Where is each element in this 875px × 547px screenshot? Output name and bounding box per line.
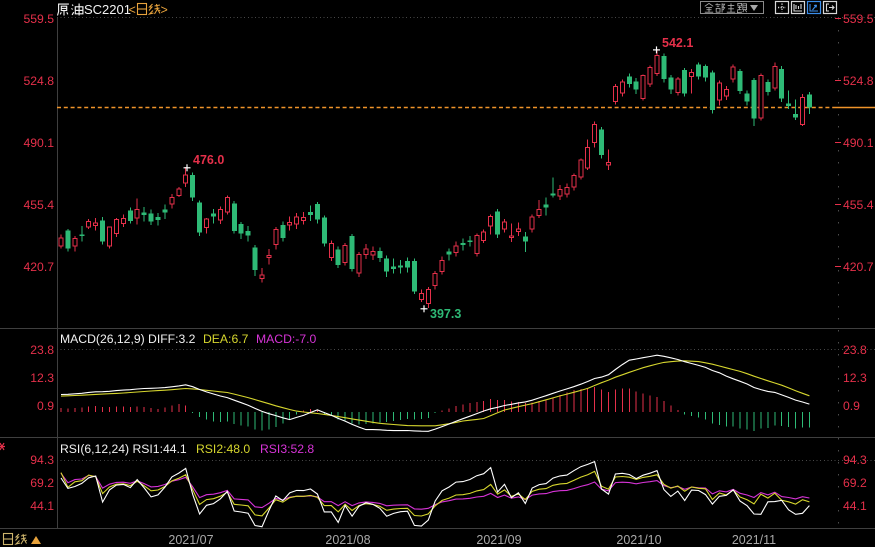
svg-text:94.3: 94.3	[30, 453, 54, 467]
svg-text:94.3: 94.3	[843, 453, 867, 467]
svg-text:524.8: 524.8	[843, 74, 874, 88]
svg-text:2021/09: 2021/09	[476, 533, 521, 547]
svg-text:397.3: 397.3	[430, 307, 461, 321]
svg-text:455.4: 455.4	[843, 198, 874, 212]
svg-text:MACD:-7.0: MACD:-7.0	[256, 332, 316, 346]
svg-text:RSI2:48.0: RSI2:48.0	[196, 442, 250, 456]
svg-text:420.7: 420.7	[843, 260, 874, 274]
svg-text:44.1: 44.1	[843, 499, 867, 513]
svg-text:2021/10: 2021/10	[616, 533, 661, 547]
svg-text:2021/08: 2021/08	[325, 533, 370, 547]
svg-text:559.5: 559.5	[24, 12, 55, 26]
svg-text:0.9: 0.9	[37, 399, 54, 413]
svg-text:<: <	[129, 3, 136, 17]
svg-text:476.0: 476.0	[193, 153, 224, 167]
svg-text:542.1: 542.1	[662, 36, 693, 50]
svg-text:23.8: 23.8	[843, 343, 867, 357]
svg-text:2021/11: 2021/11	[732, 533, 776, 547]
svg-text:490.1: 490.1	[24, 136, 55, 150]
svg-text:RSI(6,12,24) RSI1:44.1: RSI(6,12,24) RSI1:44.1	[60, 442, 187, 456]
svg-text:559.5: 559.5	[843, 12, 874, 26]
svg-text:12.3: 12.3	[843, 371, 867, 385]
svg-text:44.1: 44.1	[30, 499, 54, 513]
svg-text:524.8: 524.8	[24, 74, 55, 88]
svg-text:RSI3:52.8: RSI3:52.8	[260, 442, 314, 456]
svg-text:DEA:6.7: DEA:6.7	[203, 332, 249, 346]
svg-text:>: >	[161, 3, 168, 17]
svg-text:2021/07: 2021/07	[168, 533, 213, 547]
svg-text:455.4: 455.4	[24, 198, 55, 212]
svg-text:0.9: 0.9	[843, 399, 860, 413]
svg-text:69.2: 69.2	[30, 476, 54, 490]
svg-text:69.2: 69.2	[843, 476, 867, 490]
svg-text:490.1: 490.1	[843, 136, 874, 150]
svg-text:23.8: 23.8	[30, 343, 54, 357]
svg-text:12.3: 12.3	[30, 371, 54, 385]
svg-text:420.7: 420.7	[24, 260, 55, 274]
svg-text:SC2201: SC2201	[84, 2, 131, 17]
svg-text:MACD(26,12,9) DIFF:3.2: MACD(26,12,9) DIFF:3.2	[60, 332, 196, 346]
